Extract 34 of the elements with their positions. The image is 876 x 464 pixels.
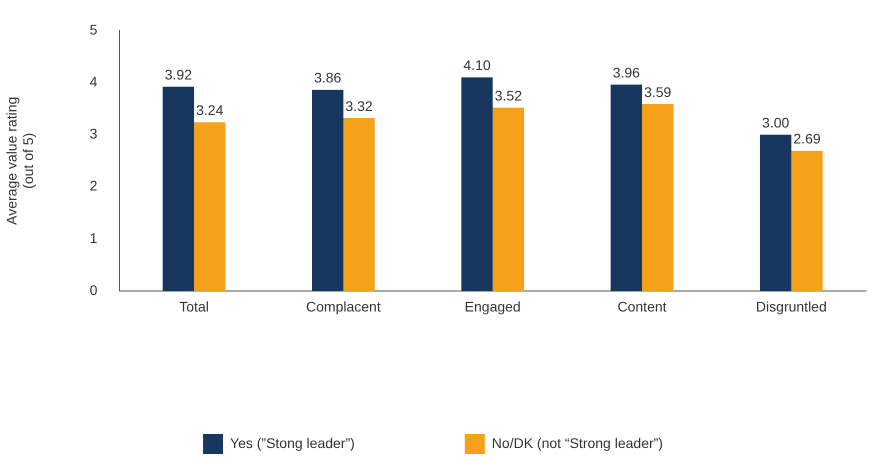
bar (194, 122, 226, 292)
bar (343, 118, 375, 292)
bar (492, 108, 524, 292)
y-tick-label: 1 (90, 230, 98, 246)
legend-label: Yes (”Stong leader”) (230, 434, 355, 451)
data-label: 3.59 (644, 84, 672, 100)
data-label: 3.92 (164, 66, 192, 83)
bar (642, 104, 674, 292)
y-tick-label: 2 (90, 178, 98, 194)
bar (791, 150, 823, 292)
data-label: 3.32 (345, 98, 373, 114)
x-tick-label: Content (617, 298, 667, 314)
x-tick-label: Engaged (464, 298, 521, 314)
x-tick-label: Disgruntled (756, 298, 827, 314)
legend-label: No/DK (not “Strong leader”) (492, 434, 663, 451)
y-tick-label: 3 (90, 126, 98, 142)
y-tick-label: 4 (90, 73, 98, 90)
y-tick-label: 0 (90, 282, 98, 298)
data-label: 3.86 (314, 70, 342, 86)
bar (162, 86, 194, 292)
data-label: 4.10 (463, 57, 491, 74)
bar (461, 77, 493, 292)
data-label: 3.00 (762, 114, 790, 131)
x-tick-label: Complacent (306, 298, 381, 314)
bar (312, 90, 344, 292)
bar (610, 84, 642, 292)
data-label: 2.69 (793, 130, 821, 147)
data-label: 3.96 (612, 64, 640, 81)
y-tick-label: 5 (90, 21, 98, 38)
x-tick-label: Total (179, 298, 209, 314)
data-label: 3.24 (196, 102, 224, 118)
data-label: 3.52 (494, 87, 522, 104)
y-axis-title: Average value rating (out of 5) (3, 96, 36, 225)
bar (760, 134, 792, 292)
